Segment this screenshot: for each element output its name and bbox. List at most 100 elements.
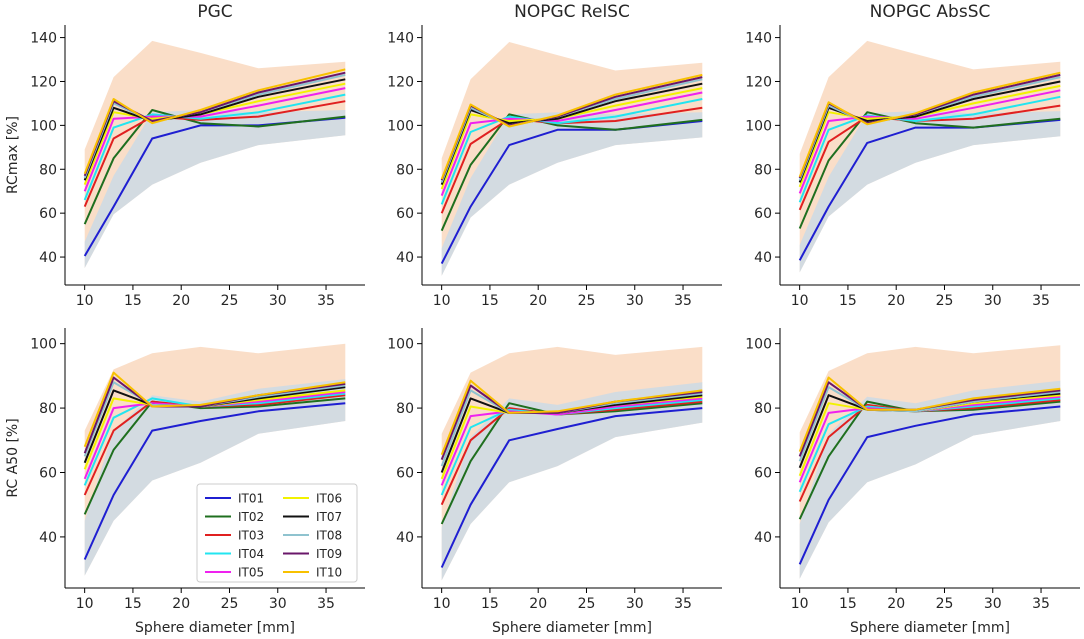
x-tick-label: 25 bbox=[936, 596, 954, 612]
x-tick-label: 20 bbox=[887, 293, 905, 309]
panel-1: 10 15 20 25 30 35 40 60 80 100 120 140 PGC RCmax [%] bbox=[5, 2, 365, 309]
x-tick-label: 30 bbox=[269, 596, 287, 612]
x-tick-label: 35 bbox=[1032, 596, 1050, 612]
legend-label: IT04 bbox=[238, 547, 264, 561]
y-axis-label: RC A50 [%] bbox=[5, 418, 21, 497]
y-tick-label: 100 bbox=[745, 337, 772, 353]
legend: IT01 IT02 IT03 IT04 IT05 IT06 IT07 IT08 IT09 IT10 bbox=[196, 483, 358, 583]
y-tick-label: 40 bbox=[39, 530, 57, 546]
x-tick-label: 30 bbox=[626, 293, 644, 309]
y-tick-label: 80 bbox=[39, 162, 57, 178]
x-tick-label: 35 bbox=[674, 596, 692, 612]
legend-label: IT09 bbox=[316, 547, 342, 561]
lower-variability-band bbox=[441, 112, 703, 276]
x-tick-label: 30 bbox=[626, 596, 644, 612]
panel-3: 10 15 20 25 30 35 40 60 80 100 120 140 NOPGC AbsSC bbox=[745, 2, 1080, 309]
series-line-it10 bbox=[83, 371, 346, 448]
legend-label: IT06 bbox=[316, 492, 342, 506]
y-tick-label: 80 bbox=[754, 162, 772, 178]
legend-label: IT01 bbox=[238, 492, 264, 506]
y-tick-label: 100 bbox=[745, 118, 772, 134]
x-tick-label: 25 bbox=[936, 293, 954, 309]
x-tick-label: 15 bbox=[124, 293, 142, 309]
x-tick-label: 15 bbox=[839, 596, 857, 612]
x-tick-label: 30 bbox=[984, 596, 1002, 612]
lower-variability-band bbox=[441, 382, 703, 581]
y-tick-label: 120 bbox=[745, 74, 772, 90]
series-line-it01 bbox=[440, 407, 703, 568]
x-tick-label: 30 bbox=[269, 293, 287, 309]
panel-4: 10 15 20 25 30 35 40 60 80 100 Sphere diameter [mm… bbox=[5, 328, 365, 636]
x-tick-label: 10 bbox=[791, 293, 809, 309]
lower-variability-band bbox=[84, 110, 346, 268]
series-line-it10 bbox=[440, 73, 703, 180]
y-tick-label: 100 bbox=[30, 118, 57, 134]
y-tick-label: 40 bbox=[39, 250, 57, 266]
legend-box bbox=[196, 483, 358, 583]
y-tick-label: 120 bbox=[387, 74, 414, 90]
x-axis-label: Sphere diameter [mm] bbox=[850, 620, 1010, 636]
series-line-it07 bbox=[83, 78, 346, 181]
x-tick-label: 10 bbox=[433, 293, 451, 309]
x-tick-label: 25 bbox=[578, 596, 596, 612]
legend-label: IT02 bbox=[238, 510, 264, 524]
panel-2: 10 15 20 25 30 35 40 60 80 100 120 140 NOPGC RelSC bbox=[387, 2, 722, 309]
y-tick-label: 80 bbox=[396, 162, 414, 178]
series-line-it01 bbox=[83, 402, 346, 560]
series-line-it04 bbox=[83, 392, 346, 486]
upper-variability-band bbox=[441, 42, 703, 276]
y-tick-label: 120 bbox=[30, 74, 57, 90]
x-tick-label: 20 bbox=[887, 596, 905, 612]
series-line-it02 bbox=[798, 400, 1061, 520]
x-tick-label: 15 bbox=[481, 293, 499, 309]
x-tick-label: 10 bbox=[791, 596, 809, 612]
y-tick-label: 100 bbox=[387, 118, 414, 134]
lower-variability-band bbox=[799, 380, 1061, 579]
x-tick-label: 35 bbox=[1032, 293, 1050, 309]
x-axis-label: Sphere diameter [mm] bbox=[492, 620, 652, 636]
panel-title: NOPGC RelSC bbox=[514, 2, 630, 22]
x-tick-label: 15 bbox=[124, 596, 142, 612]
panel-title: PGC bbox=[197, 2, 232, 22]
x-tick-label: 35 bbox=[317, 293, 335, 309]
series-line-it06 bbox=[798, 84, 1061, 188]
y-tick-label: 40 bbox=[754, 530, 772, 546]
legend-label: IT05 bbox=[238, 566, 264, 580]
y-tick-label: 80 bbox=[39, 401, 57, 417]
y-tick-label: 60 bbox=[754, 465, 772, 481]
x-tick-label: 25 bbox=[221, 596, 239, 612]
panel-title: NOPGC AbsSC bbox=[870, 2, 991, 22]
x-tick-label: 25 bbox=[578, 293, 596, 309]
x-tick-label: 35 bbox=[674, 293, 692, 309]
series-line-it06 bbox=[440, 87, 703, 190]
legend-label: IT07 bbox=[316, 510, 342, 524]
y-tick-label: 40 bbox=[396, 250, 414, 266]
x-tick-label: 35 bbox=[317, 596, 335, 612]
y-tick-label: 80 bbox=[396, 401, 414, 417]
y-tick-label: 60 bbox=[754, 206, 772, 222]
x-tick-label: 15 bbox=[481, 596, 499, 612]
x-tick-label: 20 bbox=[172, 596, 190, 612]
series-line-it10 bbox=[440, 379, 703, 456]
y-tick-label: 60 bbox=[396, 465, 414, 481]
series-line-it02 bbox=[440, 402, 703, 525]
legend-label: IT03 bbox=[238, 529, 264, 543]
lower-variability-band bbox=[799, 111, 1061, 273]
y-axis-label: RCmax [%] bbox=[5, 116, 21, 194]
x-tick-label: 25 bbox=[221, 293, 239, 309]
panel-6: 10 15 20 25 30 35 40 60 80 100 Sphere diameter [mm… bbox=[745, 328, 1080, 636]
y-tick-label: 60 bbox=[396, 206, 414, 222]
y-tick-label: 140 bbox=[387, 31, 414, 47]
y-tick-label: 40 bbox=[396, 530, 414, 546]
x-tick-label: 10 bbox=[76, 293, 94, 309]
series-line-it01 bbox=[798, 405, 1061, 565]
y-tick-label: 60 bbox=[39, 465, 57, 481]
y-tick-label: 100 bbox=[30, 337, 57, 353]
x-tick-label: 20 bbox=[172, 293, 190, 309]
x-axis-label: Sphere diameter [mm] bbox=[135, 620, 295, 636]
x-tick-label: 10 bbox=[76, 596, 94, 612]
y-tick-label: 100 bbox=[387, 337, 414, 353]
x-tick-label: 30 bbox=[984, 293, 1002, 309]
series-line-it10 bbox=[798, 376, 1061, 452]
y-tick-label: 40 bbox=[754, 250, 772, 266]
